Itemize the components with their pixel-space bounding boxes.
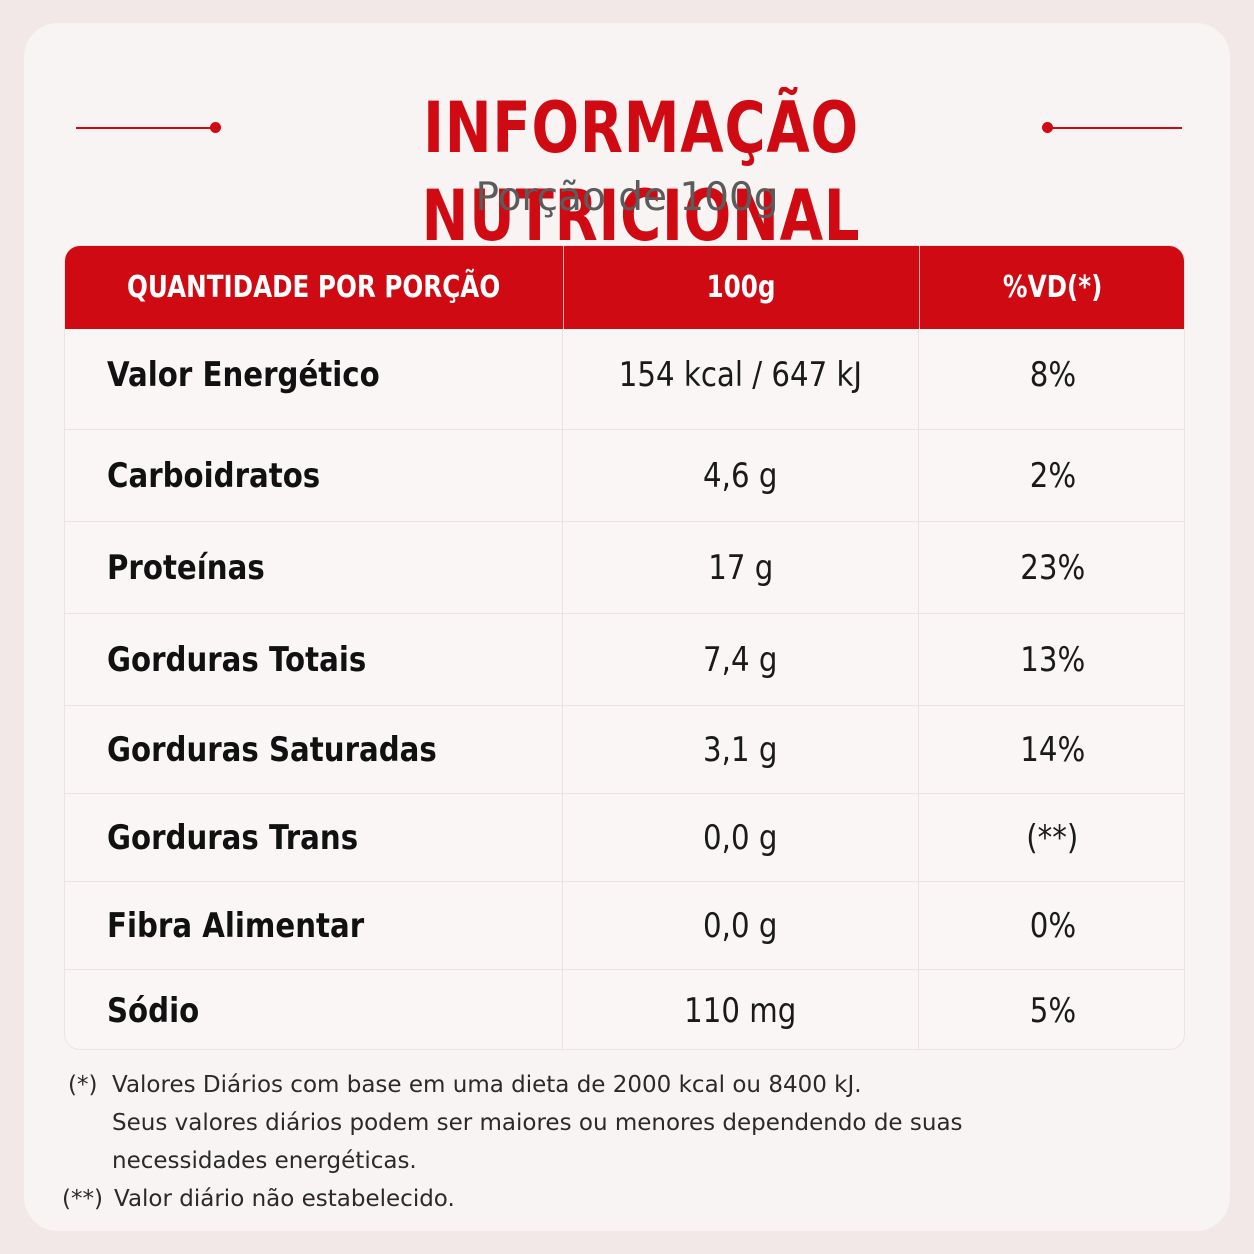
footnote-star-line-3: necessidades energéticas. [112,1148,417,1174]
nutrient-name: Gorduras Totais [107,639,367,680]
nutrient-name: Gorduras Trans [107,817,359,858]
nutrition-table: QUANTIDADE POR PORÇÃO 100g %VD(*) Valor … [64,245,1185,1050]
nutrient-amount: 4,6 g [703,455,778,496]
title-decor-dot-left [210,122,221,133]
nutrient-daily-value: 5% [1029,990,1076,1031]
footnote-star-line-2: Seus valores diários podem ser maiores o… [112,1110,963,1136]
nutrient-amount: 17 g [707,547,774,588]
nutrient-name: Sódio [107,990,200,1031]
nutrient-amount: 154 kcal / 647 kJ [618,355,863,395]
nutrient-amount: 0,0 g [703,817,778,858]
table-header: QUANTIDADE POR PORÇÃO 100g %VD(*) [65,246,1184,329]
serving-size: Porção de 100g [475,175,779,220]
title-row: INFORMAÇÃO NUTRICIONAL [0,84,1254,257]
page-title: INFORMAÇÃO NUTRICIONAL [421,87,861,257]
nutrient-name: Proteínas [107,547,265,588]
header-quantity-per-serving: QUANTIDADE POR PORÇÃO [126,270,501,305]
nutrient-daily-value: 0% [1029,905,1076,946]
nutrient-amount: 3,1 g [703,729,778,770]
nutrient-daily-value: 2% [1029,455,1076,496]
nutrient-daily-value: 13% [1019,639,1085,680]
nutrient-amount: 110 mg [684,990,797,1031]
nutrient-daily-value: 8% [1029,355,1076,395]
nutrient-amount: 0,0 g [703,905,778,946]
nutrient-name: Valor Energético [107,355,380,395]
table-row: Gorduras Trans 0,0 g (**) [65,793,1184,881]
column-divider [562,329,563,1049]
nutrient-daily-value: 23% [1019,547,1085,588]
nutrient-daily-value: (**) [1026,817,1079,858]
table-row: Sódio 110 mg 5% [65,969,1184,1049]
table-row: Proteínas 17 g 23% [65,521,1184,613]
title-decor-line-right [1046,127,1182,129]
table-row: Carboidratos 4,6 g 2% [65,429,1184,521]
footnote-double-star-text: Valor diário não estabelecido. [114,1186,455,1212]
footnote-double-star-mark: (**) [62,1186,103,1212]
column-divider [918,329,919,1049]
nutrient-amount: 7,4 g [703,639,778,680]
table-row: Valor Energético 154 kcal / 647 kJ 8% [65,329,1184,421]
table-row: Gorduras Saturadas 3,1 g 14% [65,705,1184,793]
table-row: Gorduras Totais 7,4 g 13% [65,613,1184,705]
header-amount: 100g [563,246,918,329]
nutrient-name: Fibra Alimentar [107,905,365,946]
table-row: Fibra Alimentar 0,0 g 0% [65,881,1184,969]
footnote-star-mark: (*) [68,1072,98,1098]
header-daily-value: %VD(*) [919,246,1184,329]
nutrient-daily-value: 14% [1019,729,1085,770]
title-decor-line-left [76,127,216,129]
footnote-star-line-1: Valores Diários com base em uma dieta de… [112,1072,862,1098]
nutrient-name: Carboidratos [107,455,321,496]
nutrient-name: Gorduras Saturadas [107,729,437,770]
